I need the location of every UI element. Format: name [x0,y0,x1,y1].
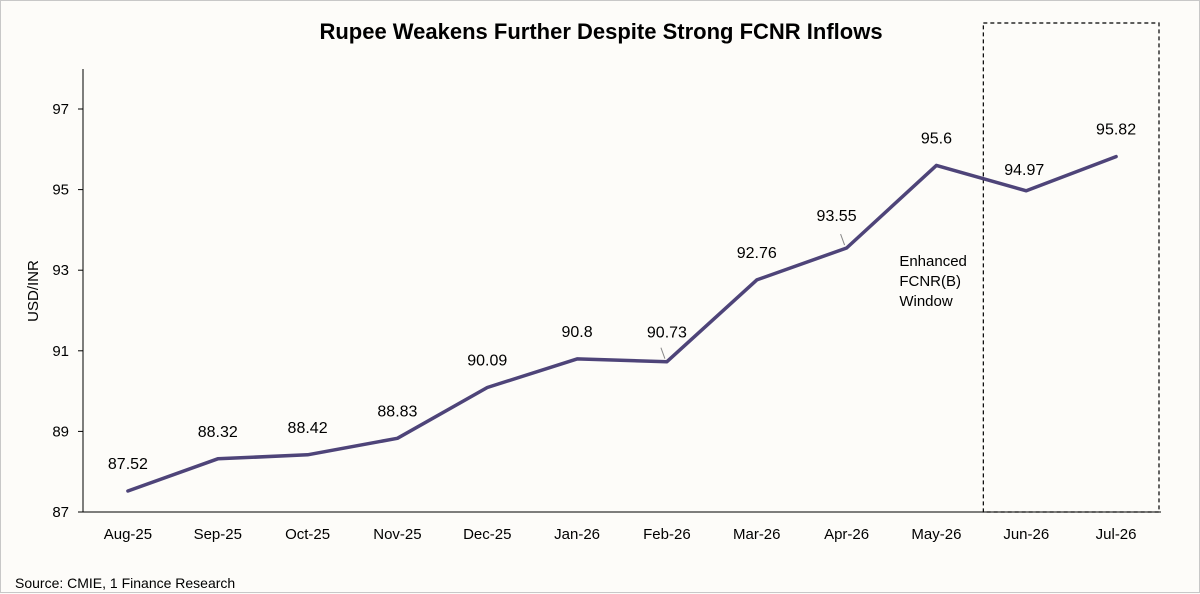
label-leader [660,347,666,359]
x-tick-label: Dec-25 [463,526,511,543]
chart-title: Rupee Weakens Further Despite Strong FCN… [319,19,882,44]
data-label: 88.42 [288,420,328,437]
data-label: 92.76 [737,245,777,262]
x-tick-label: Aug-25 [104,526,152,543]
y-axis-label: USD/INR [25,260,42,322]
annotation: Enhanced FCNR(B) Window [899,253,967,310]
data-label: 95.82 [1096,122,1136,139]
data-label: 93.55 [817,208,857,225]
x-tick-label: Nov-25 [373,526,421,543]
series-line [126,154,1118,493]
data-label: 90.09 [467,352,507,369]
y-tick-label: 89 [52,423,69,440]
annotation-line: FCNR(B) [899,273,961,290]
label-leader [840,233,846,246]
x-tick-label: Mar-26 [733,526,781,543]
data-label: 88.32 [198,424,238,441]
source-note: Source: CMIE, 1 Finance Research [15,575,235,591]
x-tick-label: Apr-26 [824,526,869,543]
data-labels: 87.52 88.32 88.42 88.83 90.09 90.8 90.73 92.76 9… [108,122,1136,473]
y-tick-label: 95 [52,182,69,199]
y-ticks: 87 89 91 93 95 97 [52,101,83,521]
x-tick-label: May-26 [911,526,961,543]
fcnr-window-box [982,22,1160,513]
x-ticks: Aug-25 Sep-25 Oct-25 Nov-25 Dec-25 Jan-26 Feb-… [104,526,1137,543]
annotation-line: Enhanced [899,253,967,270]
y-tick-label: 91 [52,343,69,360]
data-label: 95.6 [921,130,952,147]
x-tick-label: Sep-25 [194,526,242,543]
data-label: 87.52 [108,456,148,473]
data-label: 90.73 [647,325,687,342]
x-tick-label: Jan-26 [554,526,600,543]
y-tick-label: 93 [52,262,69,279]
x-tick-label: Oct-25 [285,526,330,543]
x-tick-label: Jun-26 [1003,526,1049,543]
y-tick-label: 87 [52,504,69,521]
axes [82,69,1161,513]
fcnr-window-highlight [982,22,1160,513]
annotation-line: Window [899,293,953,310]
data-label: 90.8 [562,324,593,341]
series-usd-inr [126,154,1118,493]
data-label: 94.97 [1004,162,1044,179]
data-label: 88.83 [377,403,417,420]
y-tick-label: 97 [52,101,69,118]
x-tick-label: Jul-26 [1096,526,1137,543]
x-tick-label: Feb-26 [643,526,691,543]
